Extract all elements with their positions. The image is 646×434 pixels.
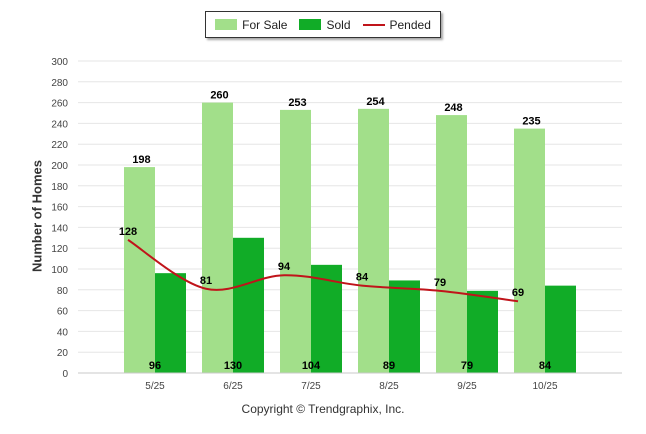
data-label-for-sale: 253 — [288, 97, 306, 109]
y-tick-label: 0 — [62, 369, 68, 380]
x-tick-label: 5/25 — [145, 381, 165, 392]
bar-for-sale — [514, 128, 545, 373]
legend-item-sold: Sold — [299, 17, 351, 32]
axis-layer: 0 20 40 60 80 100 120 140 160 180 200 220 240 260 280 3… — [51, 57, 622, 392]
bar-for-sale — [280, 109, 311, 373]
bar-for-sale — [358, 108, 389, 373]
bar-sold — [389, 280, 420, 373]
legend-swatch-for-sale — [215, 19, 238, 30]
bar-for-sale — [124, 167, 155, 373]
pended-line — [127, 239, 519, 303]
legend-item-for-sale: For Sale — [215, 18, 287, 32]
data-label-for-sale: 254 — [366, 96, 385, 108]
bar-sold — [233, 237, 264, 373]
y-tick-label: 120 — [51, 244, 68, 255]
y-tick-label: 60 — [57, 307, 69, 318]
label-layer: 198 96 260 130 253 104 254 89 248 79 235 84 128 81 94 8… — [119, 90, 552, 372]
x-tick-label: 9/25 — [457, 381, 477, 392]
y-tick-label: 200 — [51, 161, 68, 172]
y-tick-label: 240 — [51, 119, 68, 130]
legend-swatch-sold — [299, 19, 322, 30]
data-label-sold: 89 — [383, 360, 395, 372]
line-layer — [127, 239, 519, 303]
bar-for-sale — [202, 102, 233, 373]
x-tick-label: 10/25 — [532, 381, 557, 392]
data-label-sold: 104 — [302, 360, 321, 372]
data-label-for-sale: 235 — [522, 116, 540, 128]
data-label-pended: 79 — [434, 277, 446, 289]
bar-sold — [155, 273, 186, 373]
legend-label-sold: Sold — [326, 17, 351, 32]
data-label-for-sale: 260 — [210, 90, 228, 102]
y-tick-label: 100 — [51, 265, 68, 276]
legend-label-for-sale: For Sale — [242, 17, 288, 32]
data-label-pended: 84 — [356, 272, 369, 284]
x-tick-label: 8/25 — [379, 381, 399, 392]
bar-layer — [124, 102, 576, 373]
data-label-sold: 96 — [149, 360, 161, 372]
y-tick-label: 140 — [51, 223, 68, 234]
x-tick-label: 6/25 — [223, 381, 243, 392]
y-tick-label: 40 — [57, 327, 69, 338]
bar-sold — [311, 264, 342, 373]
y-tick-label: 220 — [51, 140, 68, 151]
bar-sold — [467, 290, 498, 373]
y-tick-label: 160 — [51, 203, 68, 214]
data-label-pended: 128 — [119, 226, 137, 238]
data-label-sold: 130 — [224, 360, 242, 372]
data-label-pended: 81 — [200, 275, 212, 287]
data-label-for-sale: 198 — [132, 154, 150, 166]
legend-label-pended: Pended — [389, 17, 431, 32]
y-tick-label: 180 — [51, 182, 68, 193]
y-tick-label: 300 — [51, 57, 68, 68]
x-tick-label: 7/25 — [301, 381, 321, 392]
data-label-pended: 69 — [512, 287, 524, 299]
copyright-footer: Copyright © Trendgraphix, Inc. — [241, 402, 405, 416]
chart-legend: For Sale Sold Pended — [205, 11, 441, 38]
bar-for-sale — [436, 115, 467, 373]
data-label-sold: 79 — [461, 360, 473, 372]
data-label-pended: 94 — [278, 261, 291, 273]
data-label-sold: 84 — [539, 360, 552, 372]
y-tick-label: 280 — [51, 78, 68, 89]
y-tick-label: 80 — [57, 286, 69, 297]
legend-item-pended: Pended — [362, 17, 431, 32]
data-label-for-sale: 248 — [444, 102, 462, 114]
y-tick-label: 20 — [57, 348, 69, 359]
bar-sold — [545, 285, 576, 373]
legend-swatch-pended — [362, 23, 385, 26]
y-tick-label: 260 — [51, 99, 68, 110]
